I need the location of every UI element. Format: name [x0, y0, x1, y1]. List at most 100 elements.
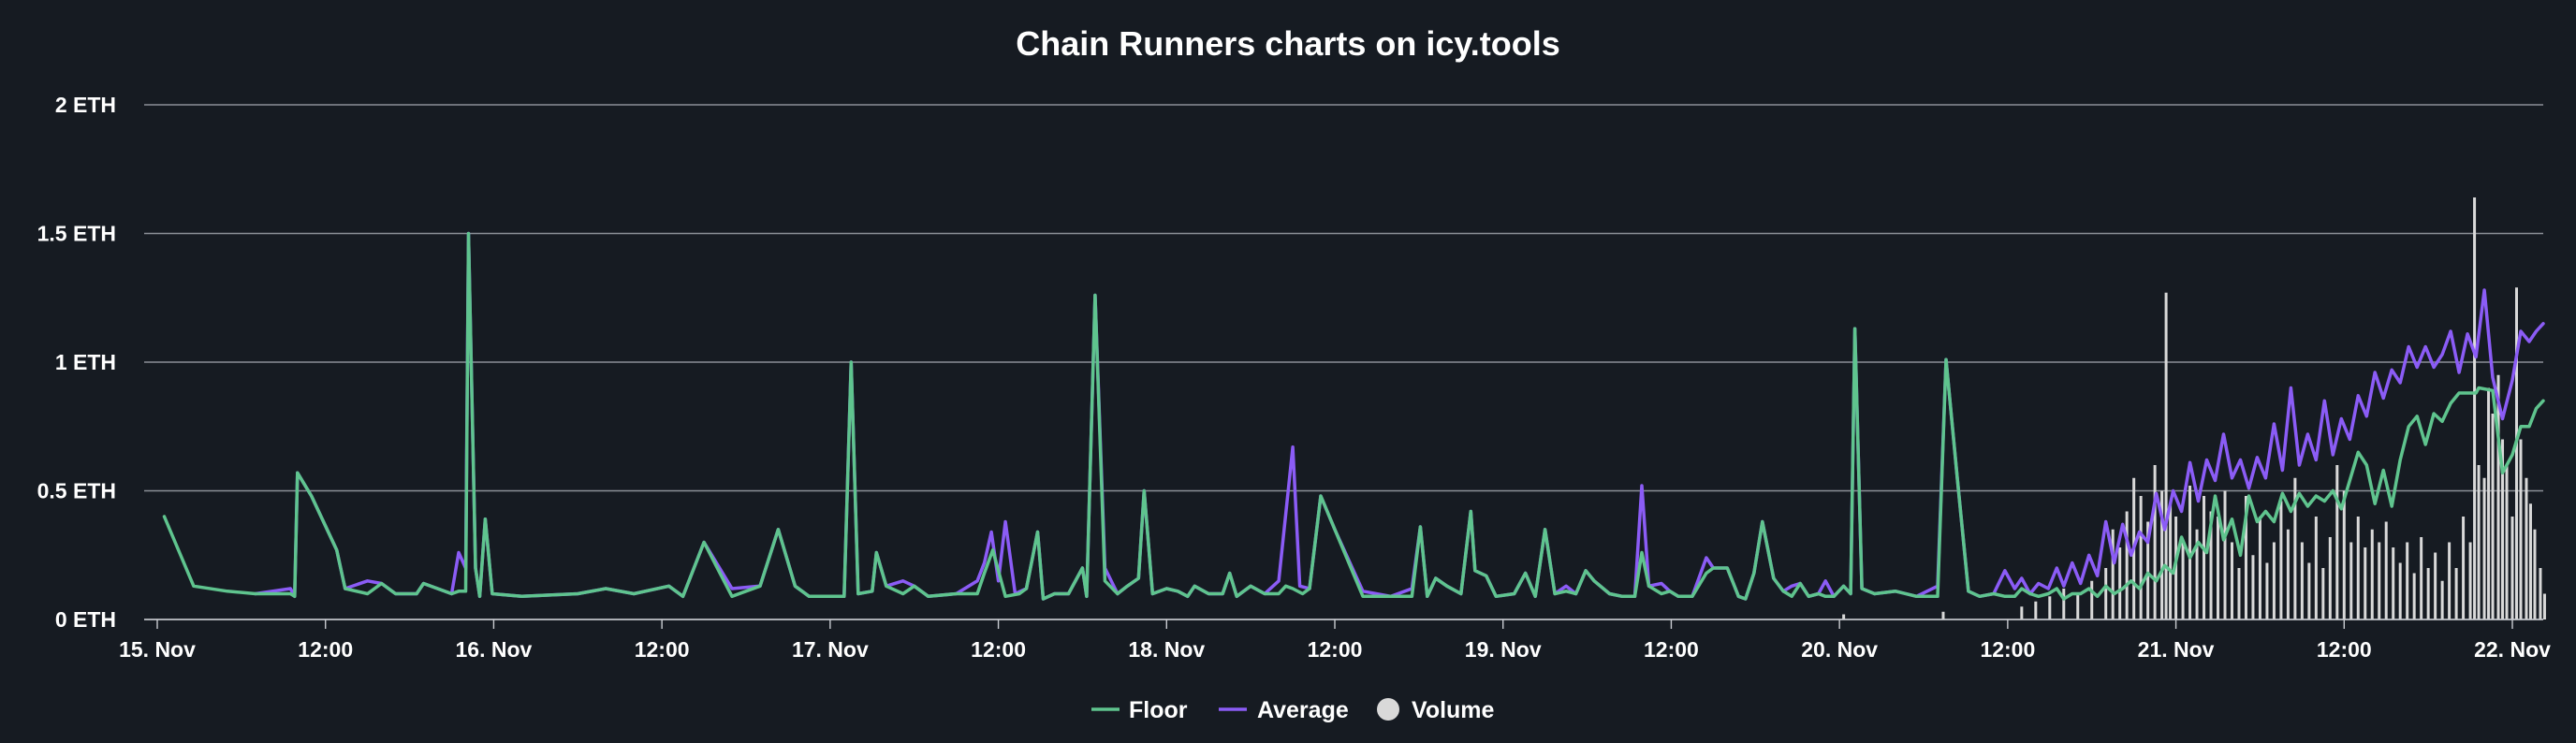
volume-bar	[2468, 542, 2472, 619]
volume-bar	[2342, 490, 2346, 619]
volume-bar	[2406, 542, 2409, 619]
volume-bar	[2496, 374, 2500, 619]
volume-bar	[2139, 496, 2143, 619]
x-tick-label: 12:00	[635, 637, 690, 662]
volume-bar	[2349, 542, 2353, 619]
volume-bar	[2076, 593, 2080, 619]
volume-bar	[2491, 414, 2495, 619]
volume-bar	[2328, 537, 2332, 619]
x-tick-label: 12:00	[1308, 637, 1363, 662]
volume-bar	[2230, 542, 2233, 619]
x-tick-label: 20. Nov	[1801, 637, 1878, 662]
volume-bar	[2237, 568, 2241, 619]
volume-bar	[2477, 465, 2481, 619]
volume-bar	[2542, 593, 2546, 619]
volume-bar	[2370, 529, 2374, 619]
y-axis: 0 ETH 0.5 ETH 1 ETH 1.5 ETH 2 ETH	[37, 93, 116, 632]
volume-bar	[2244, 496, 2247, 619]
volume-bar	[2164, 292, 2168, 619]
legend-item-floor[interactable]: Floor	[1091, 697, 1188, 723]
volume-series	[1842, 197, 2546, 619]
volume-bar	[2384, 521, 2388, 619]
legend-item-average[interactable]: Average	[1219, 697, 1349, 723]
x-tick-label: 17. Nov	[792, 637, 869, 662]
volume-bar	[2533, 529, 2537, 619]
x-tick-label: 18. Nov	[1128, 637, 1205, 662]
volume-bar	[2181, 542, 2185, 619]
volume-bar	[2510, 517, 2514, 619]
volume-bar	[2519, 439, 2523, 619]
volume-bar	[2454, 568, 2458, 619]
x-tick-label: 12:00	[298, 637, 353, 662]
x-tick-label: 16. Nov	[456, 637, 533, 662]
volume-bar	[2146, 521, 2150, 619]
legend-item-volume[interactable]: Volume	[1377, 697, 1495, 723]
legend-floor-label: Floor	[1129, 697, 1188, 723]
volume-bar	[2223, 490, 2227, 619]
volume-bar	[2335, 465, 2339, 619]
legend-volume-label: Volume	[1412, 697, 1495, 723]
volume-bar	[2090, 580, 2094, 619]
volume-bar	[2356, 517, 2360, 619]
volume-bar	[2528, 503, 2532, 619]
volume-bar	[2440, 580, 2444, 619]
volume-bar	[2525, 477, 2528, 619]
volume-bar	[2279, 501, 2283, 619]
x-tick-label: 19. Nov	[1465, 637, 1542, 662]
volume-bar	[2501, 439, 2505, 619]
volume-bar	[2265, 562, 2269, 619]
volume-bar	[2487, 387, 2491, 619]
volume-bar	[2217, 517, 2220, 619]
x-tick-label: 12:00	[1644, 637, 1699, 662]
volume-bar	[2434, 552, 2437, 619]
volume-bar	[2420, 537, 2423, 619]
volume-bar	[2426, 568, 2430, 619]
x-tick-label: 21. Nov	[2138, 637, 2215, 662]
x-axis: 15. Nov 12:00 16. Nov 12:00 17. Nov 12:00 18. …	[119, 619, 2551, 662]
volume-bar	[2286, 529, 2290, 619]
series-line-floor	[162, 231, 2545, 601]
line-series	[162, 231, 2545, 601]
volume-bar	[2188, 486, 2192, 619]
volume-bar	[2321, 568, 2325, 619]
legend: Floor Average Volume	[1091, 697, 1495, 723]
x-tick-label: 22. Nov	[2474, 637, 2551, 662]
volume-bar	[2473, 197, 2477, 619]
volume-bar	[2258, 517, 2261, 619]
x-tick-label: 12:00	[1980, 637, 2035, 662]
legend-average-label: Average	[1257, 697, 1349, 723]
x-tick-label: 15. Nov	[119, 637, 196, 662]
y-tick-label: 2 ETH	[55, 93, 116, 117]
volume-bar	[2104, 568, 2108, 619]
y-tick-label: 0.5 ETH	[37, 479, 116, 503]
x-tick-label: 12:00	[971, 637, 1026, 662]
volume-bar	[2118, 547, 2122, 619]
volume-bar	[2111, 529, 2115, 619]
volume-bar	[2505, 465, 2509, 619]
volume-bar	[2364, 547, 2367, 619]
volume-bar	[2515, 287, 2519, 619]
volume-bar	[2048, 596, 2052, 619]
volume-bar	[2153, 465, 2157, 619]
x-tick-label: 12:00	[2317, 637, 2372, 662]
volume-bar	[2034, 601, 2038, 619]
volume-bar	[2020, 606, 2024, 619]
volume-bar	[2062, 589, 2066, 619]
volume-bar	[2314, 517, 2318, 619]
legend-volume-swatch	[1377, 698, 1399, 721]
volume-bar	[1842, 614, 1846, 619]
volume-bar	[2272, 542, 2276, 619]
volume-bar	[2125, 511, 2129, 619]
chart-title: Chain Runners charts on icy.tools	[1016, 24, 1559, 63]
y-tick-label: 1.5 ETH	[37, 222, 116, 246]
volume-bar	[2293, 477, 2297, 619]
y-tick-label: 0 ETH	[55, 607, 116, 632]
volume-bar	[2378, 542, 2381, 619]
volume-bar	[2398, 562, 2402, 619]
volume-bar	[2209, 511, 2213, 619]
volume-bar	[2539, 568, 2542, 619]
volume-bar	[2412, 573, 2416, 619]
volume-bar	[2251, 555, 2255, 619]
volume-bar	[2160, 490, 2164, 619]
